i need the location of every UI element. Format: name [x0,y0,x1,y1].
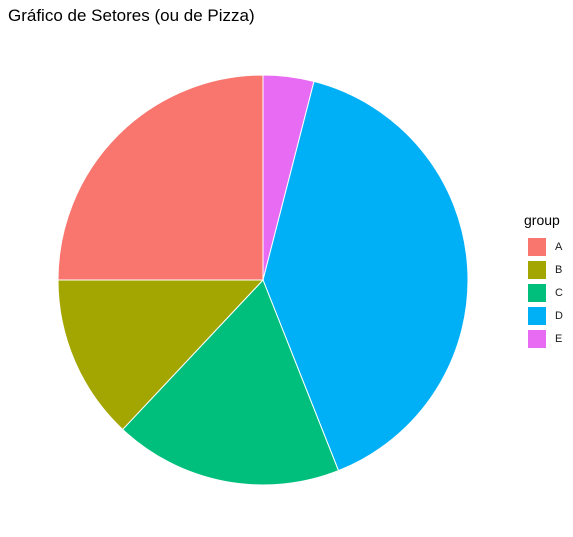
pie-slice-a [57,74,264,281]
legend-item-b: B [524,258,563,281]
pie-slice-b [57,279,265,431]
legend-title: group [524,212,560,228]
pie-slices [57,74,469,486]
legend-swatch-c [528,283,546,302]
legend-label-b: B [555,263,563,276]
chart-title: Gráfico de Setores (ou de Pizza) [8,6,255,25]
pie-slice-d [262,80,469,472]
legend-swatch-a [528,237,546,256]
legend-swatch-d [528,306,546,325]
legend-label-a: A [555,240,563,253]
legend-label-d: D [555,309,563,322]
legend-item-e: E [524,327,563,350]
legend-item-c: C [524,281,563,304]
legend-label-e: E [555,332,563,345]
legend-swatch-e [528,329,546,348]
legend-item-a: A [524,235,563,258]
legend-swatch-b [528,260,546,279]
legend-label-c: C [555,286,563,299]
legend-item-d: D [524,304,563,327]
pie-slice-c [121,279,340,486]
